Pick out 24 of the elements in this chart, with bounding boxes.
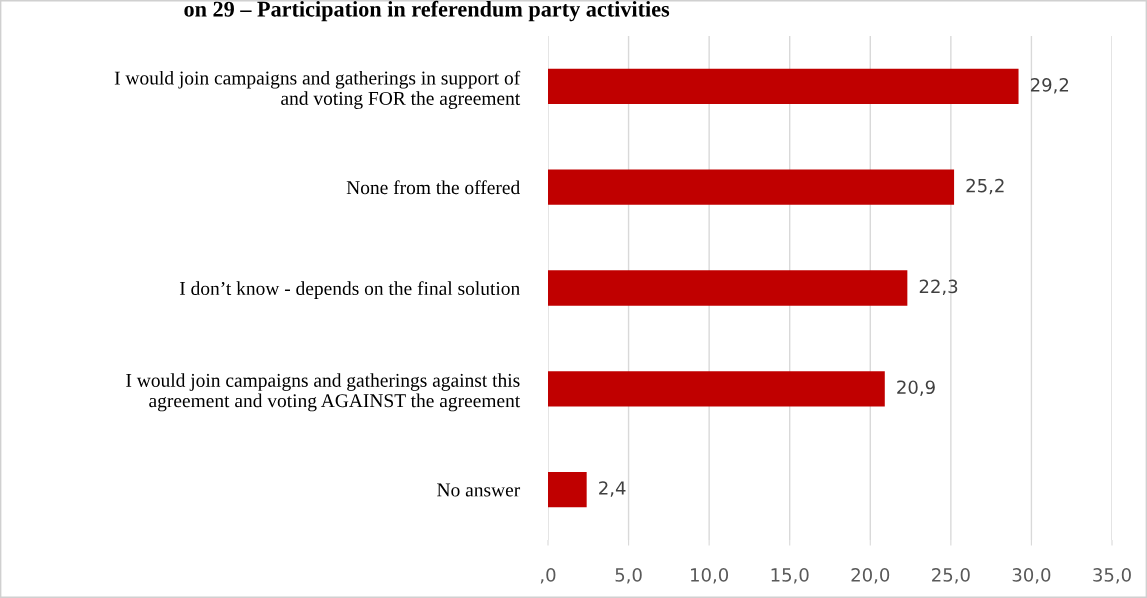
x-tick-label: ,0 <box>540 568 556 584</box>
chart-title: on 29 – Participation in referendum party activities <box>184 0 670 22</box>
x-tick-label: 25,0 <box>932 568 970 584</box>
y-tick-label: None from the offered <box>346 180 520 195</box>
data-label: 20,9 <box>897 380 935 396</box>
bar <box>548 371 885 407</box>
y-tick-label: I don’t know - depends on the final solution <box>179 281 520 299</box>
data-label: 2,4 <box>599 481 626 497</box>
data-label: 25,2 <box>966 178 1004 195</box>
x-tick-label: 35,0 <box>1093 568 1131 584</box>
x-tick-label: 20,0 <box>851 568 890 584</box>
bar <box>548 169 955 205</box>
x-tick-label: 10,0 <box>691 568 729 584</box>
y-tick-label: I would join campaigns and gatherings against this agreement and voting AGAINST the agreement <box>126 373 521 412</box>
bar <box>548 270 908 306</box>
data-label: 22,3 <box>919 279 958 296</box>
x-tick-label: 30,0 <box>1012 568 1051 584</box>
x-tick-label: 15,0 <box>771 568 809 584</box>
bar <box>548 68 1019 105</box>
data-label: 29,2 <box>1030 77 1069 94</box>
y-tick-label: I would join campaigns and gatherings in support of and voting FOR the agreement <box>114 70 521 109</box>
bar <box>548 471 587 508</box>
x-tick-label: 5,0 <box>615 568 642 584</box>
y-tick-label: No answer <box>437 483 521 497</box>
